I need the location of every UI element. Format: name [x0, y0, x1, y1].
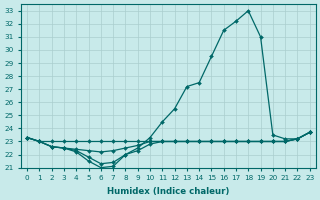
X-axis label: Humidex (Indice chaleur): Humidex (Indice chaleur): [107, 187, 230, 196]
